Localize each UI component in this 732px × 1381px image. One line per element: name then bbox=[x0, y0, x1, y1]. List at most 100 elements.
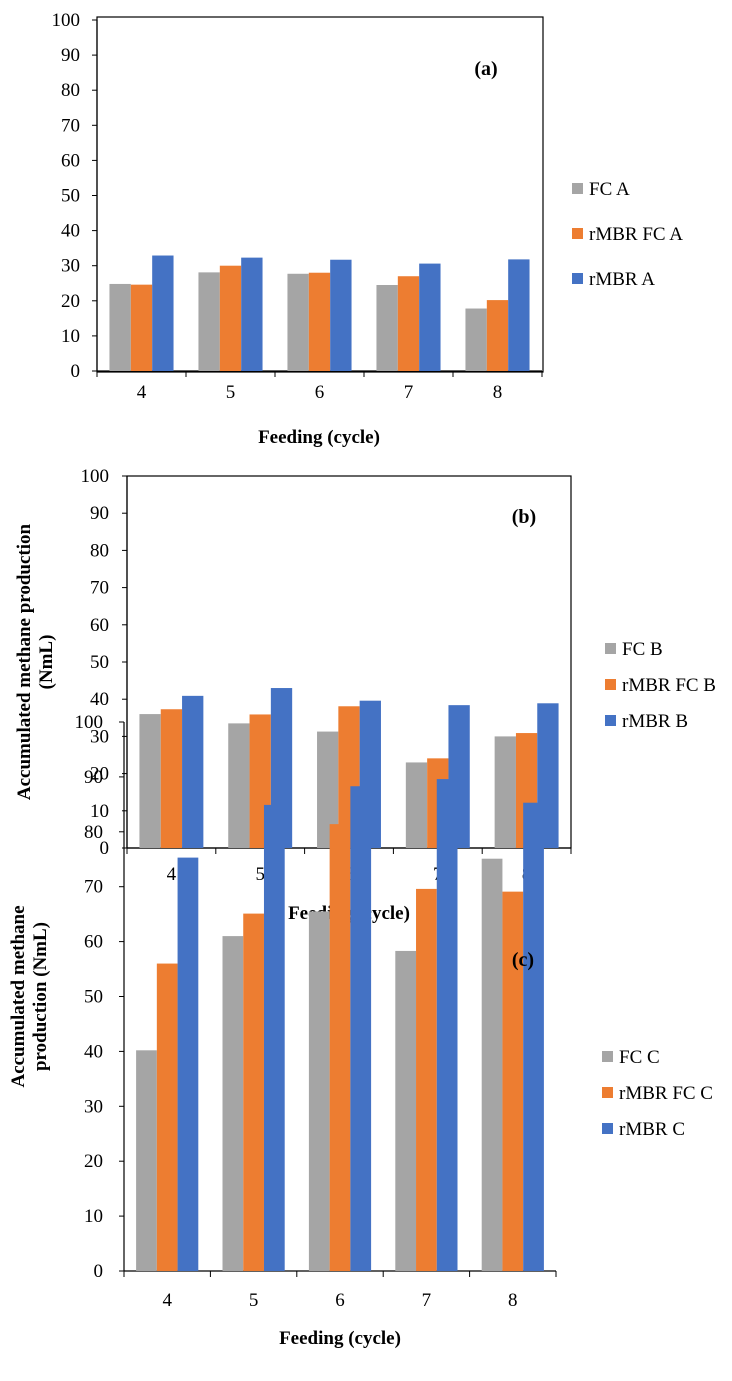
bar-fc-a-7 bbox=[376, 285, 398, 371]
y-tick-label: 70 bbox=[84, 877, 103, 898]
legend-swatch bbox=[602, 1123, 613, 1134]
x-axis-title: Feeding (cycle) bbox=[258, 427, 380, 448]
y-tick-label: 30 bbox=[90, 726, 109, 747]
bar-rmbr-fc-a-5 bbox=[219, 265, 242, 371]
y-tick-label: 100 bbox=[52, 10, 81, 31]
bar-rmbr-c-4 bbox=[177, 857, 199, 1271]
y-tick-label: 70 bbox=[90, 578, 109, 599]
bar-fc-b-6 bbox=[317, 731, 339, 848]
y-axis-title-line: (NmL) bbox=[36, 635, 57, 690]
bar-fc-c-6 bbox=[308, 911, 330, 1271]
legend-label: rMBR B bbox=[622, 711, 688, 732]
y-tick-label: 90 bbox=[61, 45, 80, 66]
chart-panel-a: 0 10 20 30 40 50 60 70 80 90 100 4 5 6 7 8 (a) Feeding (c… bbox=[52, 10, 684, 448]
bar-fc-a-8 bbox=[465, 308, 487, 371]
y-tick-label: 50 bbox=[61, 186, 80, 207]
y-tick-label: 60 bbox=[84, 932, 103, 953]
legend-label: rMBR A bbox=[589, 269, 655, 290]
bar-fc-c-7 bbox=[395, 950, 417, 1271]
y-tick-label: 30 bbox=[84, 1096, 103, 1117]
y-tick-label: 20 bbox=[84, 1151, 103, 1172]
y-axis-title-line: Accumulated methane production bbox=[14, 523, 35, 800]
y-tick-label: 20 bbox=[61, 291, 80, 312]
y-tick-label: 70 bbox=[61, 115, 80, 136]
y-tick-label: 0 bbox=[71, 361, 81, 382]
y-tick-label: 80 bbox=[84, 822, 103, 843]
bar-rmbr-fc-a-6 bbox=[308, 272, 331, 371]
legend-swatch bbox=[602, 1087, 613, 1098]
legend-swatch bbox=[602, 1051, 613, 1062]
legend-swatch bbox=[572, 183, 583, 194]
y-tick-label: 40 bbox=[90, 689, 109, 710]
legend-label: rMBR FC A bbox=[589, 224, 683, 245]
bar-rmbr-a-4 bbox=[152, 255, 174, 371]
bar-rmbr-a-6 bbox=[330, 259, 352, 371]
bar-rmbr-fc-c-7 bbox=[416, 888, 437, 1271]
legend-label: rMBR C bbox=[619, 1119, 685, 1140]
bar-rmbr-c-5 bbox=[263, 804, 285, 1271]
bar-fc-c-8 bbox=[481, 858, 503, 1271]
y-tick-label: 50 bbox=[90, 652, 109, 673]
y-tick-label: 100 bbox=[75, 712, 104, 733]
bar-fc-c-4 bbox=[136, 1050, 157, 1271]
x-tick-label: 8 bbox=[493, 382, 503, 403]
panel-label: (a) bbox=[474, 58, 497, 80]
y-tick-label: 20 bbox=[90, 764, 109, 785]
bar-fc-a-6 bbox=[287, 273, 309, 371]
bar-rmbr-fc-a-8 bbox=[486, 300, 509, 371]
x-tick-label: 4 bbox=[162, 1290, 172, 1311]
legend-label: FC C bbox=[619, 1047, 660, 1068]
bar-rmbr-fc-b-4 bbox=[160, 709, 183, 848]
y-tick-label: 90 bbox=[84, 767, 103, 788]
bar-rmbr-fc-c-5 bbox=[243, 913, 264, 1271]
legend-swatch bbox=[605, 715, 616, 726]
y-tick-label: 60 bbox=[61, 150, 80, 171]
x-tick-label: 6 bbox=[335, 1290, 345, 1311]
x-axis-title: Feeding (cycle) bbox=[279, 1328, 401, 1349]
bar-rmbr-fc-c-8 bbox=[502, 891, 524, 1271]
x-tick-label: 4 bbox=[167, 864, 177, 885]
legend-label: rMBR FC B bbox=[622, 675, 716, 696]
bar-fc-b-7 bbox=[405, 762, 428, 848]
y-tick-label: 100 bbox=[81, 466, 110, 487]
y-tick-label: 10 bbox=[61, 326, 80, 347]
y-tick-label: 10 bbox=[90, 801, 109, 822]
y-tick-label: 10 bbox=[84, 1206, 103, 1227]
bar-fc-b-5 bbox=[228, 723, 250, 848]
y-tick-label: 60 bbox=[90, 615, 109, 636]
y-tick-label: 30 bbox=[61, 256, 80, 277]
panel-label: (b) bbox=[512, 506, 536, 528]
legend-label: FC A bbox=[589, 179, 630, 200]
y-tick-label: 0 bbox=[100, 838, 110, 859]
bar-fc-c-5 bbox=[222, 936, 244, 1271]
bar-rmbr-a-8 bbox=[508, 259, 530, 371]
legend-swatch bbox=[572, 228, 583, 239]
bar-rmbr-b-4 bbox=[182, 695, 204, 848]
x-tick-label: 5 bbox=[249, 1290, 259, 1311]
y-tick-label: 90 bbox=[90, 503, 109, 524]
bar-rmbr-a-7 bbox=[419, 263, 441, 371]
bar-rmbr-fc-c-6 bbox=[329, 824, 351, 1271]
bar-rmbr-c-7 bbox=[436, 779, 458, 1271]
y-tick-label: 40 bbox=[84, 1041, 103, 1062]
bar-rmbr-fc-a-7 bbox=[397, 276, 420, 371]
x-tick-label: 5 bbox=[255, 864, 265, 885]
y-tick-label: 50 bbox=[84, 987, 103, 1008]
x-tick-label: 7 bbox=[422, 1290, 432, 1311]
legend-label: FC B bbox=[622, 639, 663, 660]
x-tick-label: 6 bbox=[315, 382, 325, 403]
bar-rmbr-c-6 bbox=[350, 786, 372, 1271]
y-tick-label: 0 bbox=[94, 1261, 104, 1282]
y-axis-title-line: production (NmL) bbox=[30, 922, 51, 1071]
y-tick-label: 40 bbox=[61, 221, 80, 242]
bar-rmbr-c-8 bbox=[523, 802, 544, 1271]
bar-fc-b-4 bbox=[139, 714, 161, 848]
legend-swatch bbox=[605, 643, 616, 654]
x-tick-label: 7 bbox=[404, 382, 414, 403]
bar-fc-b-8 bbox=[494, 736, 516, 848]
legend-swatch bbox=[605, 679, 616, 690]
bar-rmbr-a-5 bbox=[241, 257, 263, 371]
